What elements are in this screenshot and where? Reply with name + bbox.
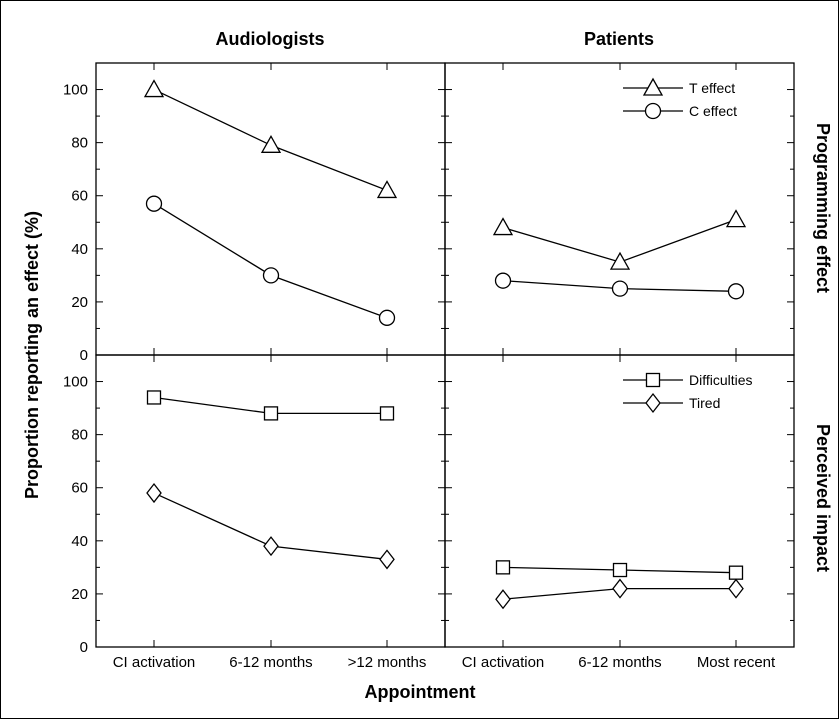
- legend-marker-tired: [645, 392, 661, 414]
- x-tick-label: 6-12 months: [578, 654, 661, 671]
- data-point-t-effect: [492, 217, 514, 236]
- y-tick-label: 40: [71, 241, 88, 258]
- series-difficulties: [146, 390, 395, 421]
- legend-label-tired: Tired: [689, 395, 720, 411]
- data-point-tired: [263, 536, 279, 557]
- y-tick-label: 80: [71, 427, 88, 444]
- legend-label-t-effect: T effect: [689, 80, 735, 96]
- data-point-difficulties: [379, 406, 395, 421]
- panel-1-0: 0 20 40 60 80 100 CI activation 6-12 months >12 …: [63, 354, 446, 671]
- series-t-effect: [492, 209, 747, 270]
- legend-marker-difficulties: [645, 372, 661, 388]
- y-tick-label: 100: [63, 374, 88, 391]
- data-point-c-effect: [145, 195, 163, 212]
- column-title-audiologists: Audiologists: [216, 29, 325, 49]
- x-axis-title: Appointment: [365, 682, 476, 702]
- data-point-tired: [379, 549, 395, 570]
- series-tired: [146, 482, 395, 570]
- legend-marker-c-effect: [644, 102, 662, 120]
- y-tick-label: 20: [71, 586, 88, 603]
- data-point-c-effect: [494, 272, 512, 289]
- data-point-c-effect: [262, 267, 280, 284]
- x-tick-label: CI activation: [462, 654, 545, 671]
- data-point-t-effect: [609, 251, 631, 270]
- data-point-c-effect: [611, 280, 629, 297]
- y-tick-label: 100: [63, 82, 88, 99]
- legend: Difficulties Tired: [623, 372, 753, 414]
- series-t-effect: [143, 79, 398, 199]
- y-tick-label: 60: [71, 480, 88, 497]
- data-point-c-effect: [378, 309, 396, 326]
- row-title-perceived-impact: Perceived impact: [813, 424, 833, 572]
- legend-label-difficulties: Difficulties: [689, 372, 753, 388]
- data-point-t-effect: [143, 79, 165, 98]
- data-point-difficulties: [263, 406, 279, 421]
- x-tick-label: 6-12 months: [229, 654, 312, 671]
- y-tick-label: 80: [71, 135, 88, 152]
- y-tick-label: 0: [80, 639, 88, 656]
- y-tick-label: 60: [71, 188, 88, 205]
- data-point-t-effect: [376, 180, 398, 199]
- data-point-c-effect: [727, 283, 745, 300]
- series-tired: [495, 578, 744, 610]
- y-tick-label: 0: [80, 347, 88, 364]
- x-tick-label: >12 months: [348, 654, 427, 671]
- y-axis-title: Proportion reporting an effect (%): [22, 211, 42, 499]
- panel-border: [444, 354, 795, 648]
- legend: T effect C effect: [623, 77, 737, 120]
- y-tick-label: 20: [71, 294, 88, 311]
- chart-panels: 0 20 40 60 80 100 T effect C effect 0 20 40 60 80 100…: [63, 62, 795, 671]
- data-point-difficulties: [146, 390, 162, 405]
- data-point-t-effect: [725, 209, 747, 228]
- x-tick-label: Most recent: [697, 654, 776, 671]
- row-title-programming-effect: Programming effect: [813, 123, 833, 293]
- data-point-difficulties: [728, 565, 744, 580]
- data-point-tired: [728, 578, 744, 599]
- panel-0-0: 0 20 40 60 80 100: [63, 62, 446, 364]
- column-title-patients: Patients: [584, 29, 654, 49]
- series-difficulties: [495, 560, 744, 580]
- panel-1-1: CI activation 6-12 months Most recent Diffi…: [444, 354, 795, 671]
- data-point-t-effect: [260, 134, 282, 153]
- x-tick-label: CI activation: [113, 654, 196, 671]
- data-point-difficulties: [495, 560, 511, 575]
- series-c-effect: [145, 195, 396, 326]
- data-point-tired: [146, 482, 162, 504]
- series-c-effect: [494, 272, 745, 300]
- legend-marker-t-effect: [642, 77, 664, 96]
- data-point-tired: [495, 589, 511, 610]
- data-point-difficulties: [612, 562, 628, 578]
- legend-label-c-effect: C effect: [689, 103, 737, 119]
- data-point-tired: [612, 578, 628, 599]
- y-tick-label: 40: [71, 533, 88, 550]
